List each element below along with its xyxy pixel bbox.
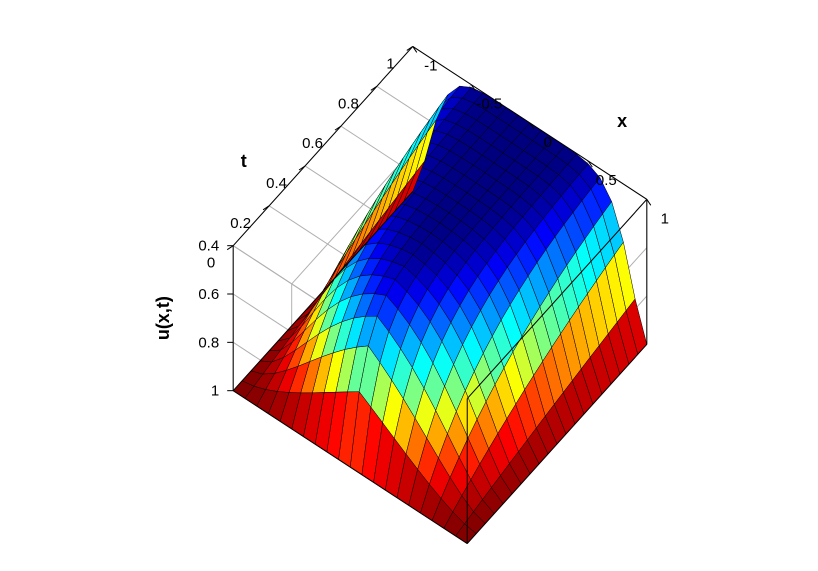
- svg-text:0.6: 0.6: [302, 135, 323, 152]
- svg-text:0.2: 0.2: [230, 215, 251, 232]
- svg-text:1: 1: [661, 210, 669, 227]
- svg-text:0.5: 0.5: [596, 172, 617, 189]
- svg-text:0.4: 0.4: [266, 175, 287, 192]
- svg-text:x: x: [617, 111, 627, 131]
- svg-text:0: 0: [207, 255, 215, 272]
- svg-text:0.8: 0.8: [338, 95, 359, 112]
- svg-text:0.6: 0.6: [198, 286, 219, 303]
- svg-text:0.8: 0.8: [198, 334, 219, 351]
- svg-text:1: 1: [211, 383, 219, 400]
- surface: [233, 86, 647, 543]
- svg-text:1: 1: [386, 55, 394, 72]
- svg-text:-1: -1: [424, 57, 437, 74]
- z-axis-label: u(x,t): [153, 296, 173, 340]
- svg-text:0.4: 0.4: [198, 238, 219, 255]
- svg-text:0: 0: [544, 134, 552, 151]
- svg-text:t: t: [241, 151, 247, 171]
- surface-plot-3d: -1 -0.5 0 0.5 1 0 0.2 0.4 0.6 0.8 1 0.4 0.6 0.8 1 x t u(x…: [0, 0, 818, 571]
- svg-text:-0.5: -0.5: [476, 96, 502, 113]
